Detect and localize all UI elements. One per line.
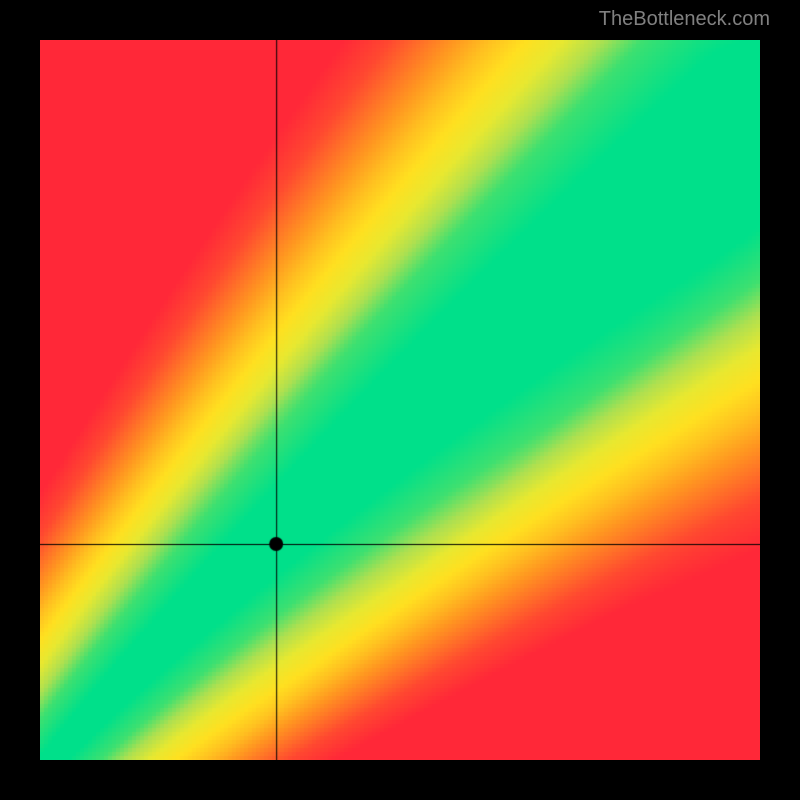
watermark: TheBottleneck.com (599, 8, 770, 31)
heatmap-canvas (40, 40, 760, 760)
heatmap-plot (40, 40, 760, 760)
